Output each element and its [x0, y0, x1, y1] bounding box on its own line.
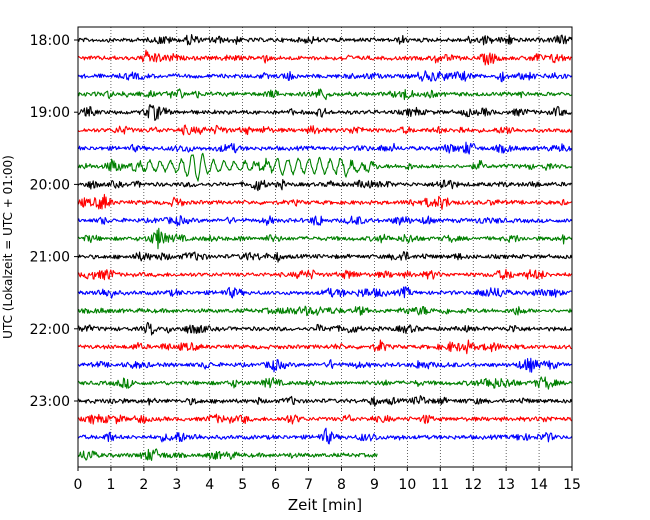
x-tick-label: 6: [271, 477, 280, 493]
vertical-grid: [110, 27, 540, 467]
plot-background: [78, 27, 572, 467]
x-tick-label: 14: [530, 477, 548, 493]
trace-2200: [77, 321, 573, 336]
plot-frame: [77, 26, 573, 468]
x-axis-label: Zeit [min]: [288, 496, 362, 514]
y-axis-label: UTC (Lokalzeit = UTC + 01:00): [1, 155, 15, 339]
x-tick-label: 4: [205, 477, 214, 493]
trace-1930: [77, 141, 573, 155]
x-tick-label: 1: [106, 477, 115, 493]
x-tick-label: 0: [74, 477, 83, 493]
trace-2245: [77, 376, 572, 390]
trace-1915: [77, 124, 573, 136]
trace-2145: [77, 305, 573, 317]
x-axis-ticks: 0 1 2 3 4 5 6 7 8 9 10 11 12 13 14 15: [74, 467, 581, 493]
x-tick-label: 8: [337, 477, 346, 493]
trace-2315: [77, 413, 573, 425]
x-tick-label: 9: [370, 477, 379, 493]
trace-1945: [77, 152, 573, 182]
y-tick-label: 20:00: [30, 177, 70, 193]
trace-2000: [77, 178, 572, 192]
trace-1845: [77, 88, 572, 101]
x-tick-label: 13: [497, 477, 515, 493]
trace-group: [77, 33, 573, 461]
y-axis-ticks: 18:00 19:00 20:00 21:00 22:00 23:00: [30, 33, 78, 410]
x-tick-label: 7: [304, 477, 313, 493]
y-tick-label: 19:00: [30, 105, 70, 121]
trace-2030: [77, 215, 573, 227]
y-tick-label: 23:00: [30, 394, 70, 410]
trace-2100: [77, 251, 573, 263]
trace-2345: [77, 448, 378, 461]
trace-1815: [77, 49, 572, 66]
y-tick-label: 18:00: [30, 33, 70, 49]
trace-2300: [77, 395, 573, 407]
y-tick-label: 22:00: [30, 322, 70, 338]
trace-2115: [77, 268, 573, 281]
x-tick-label: 3: [172, 477, 181, 493]
x-tick-label: 5: [238, 477, 247, 493]
x-tick-label: 10: [398, 477, 416, 493]
trace-2230: [77, 357, 572, 373]
trace-2015: [77, 193, 572, 210]
x-tick-label: 11: [431, 477, 449, 493]
trace-2045: [77, 227, 573, 250]
trace-1830: [77, 70, 573, 83]
trace-1900: [77, 104, 572, 121]
y-tick-label: 21:00: [30, 250, 70, 266]
trace-1800: [77, 33, 573, 46]
x-tick-label: 2: [139, 477, 148, 493]
x-tick-label: 12: [464, 477, 482, 493]
trace-2130: [77, 286, 572, 299]
trace-2330: [77, 427, 573, 445]
trace-2215: [77, 339, 572, 355]
x-tick-label: 15: [563, 477, 581, 493]
